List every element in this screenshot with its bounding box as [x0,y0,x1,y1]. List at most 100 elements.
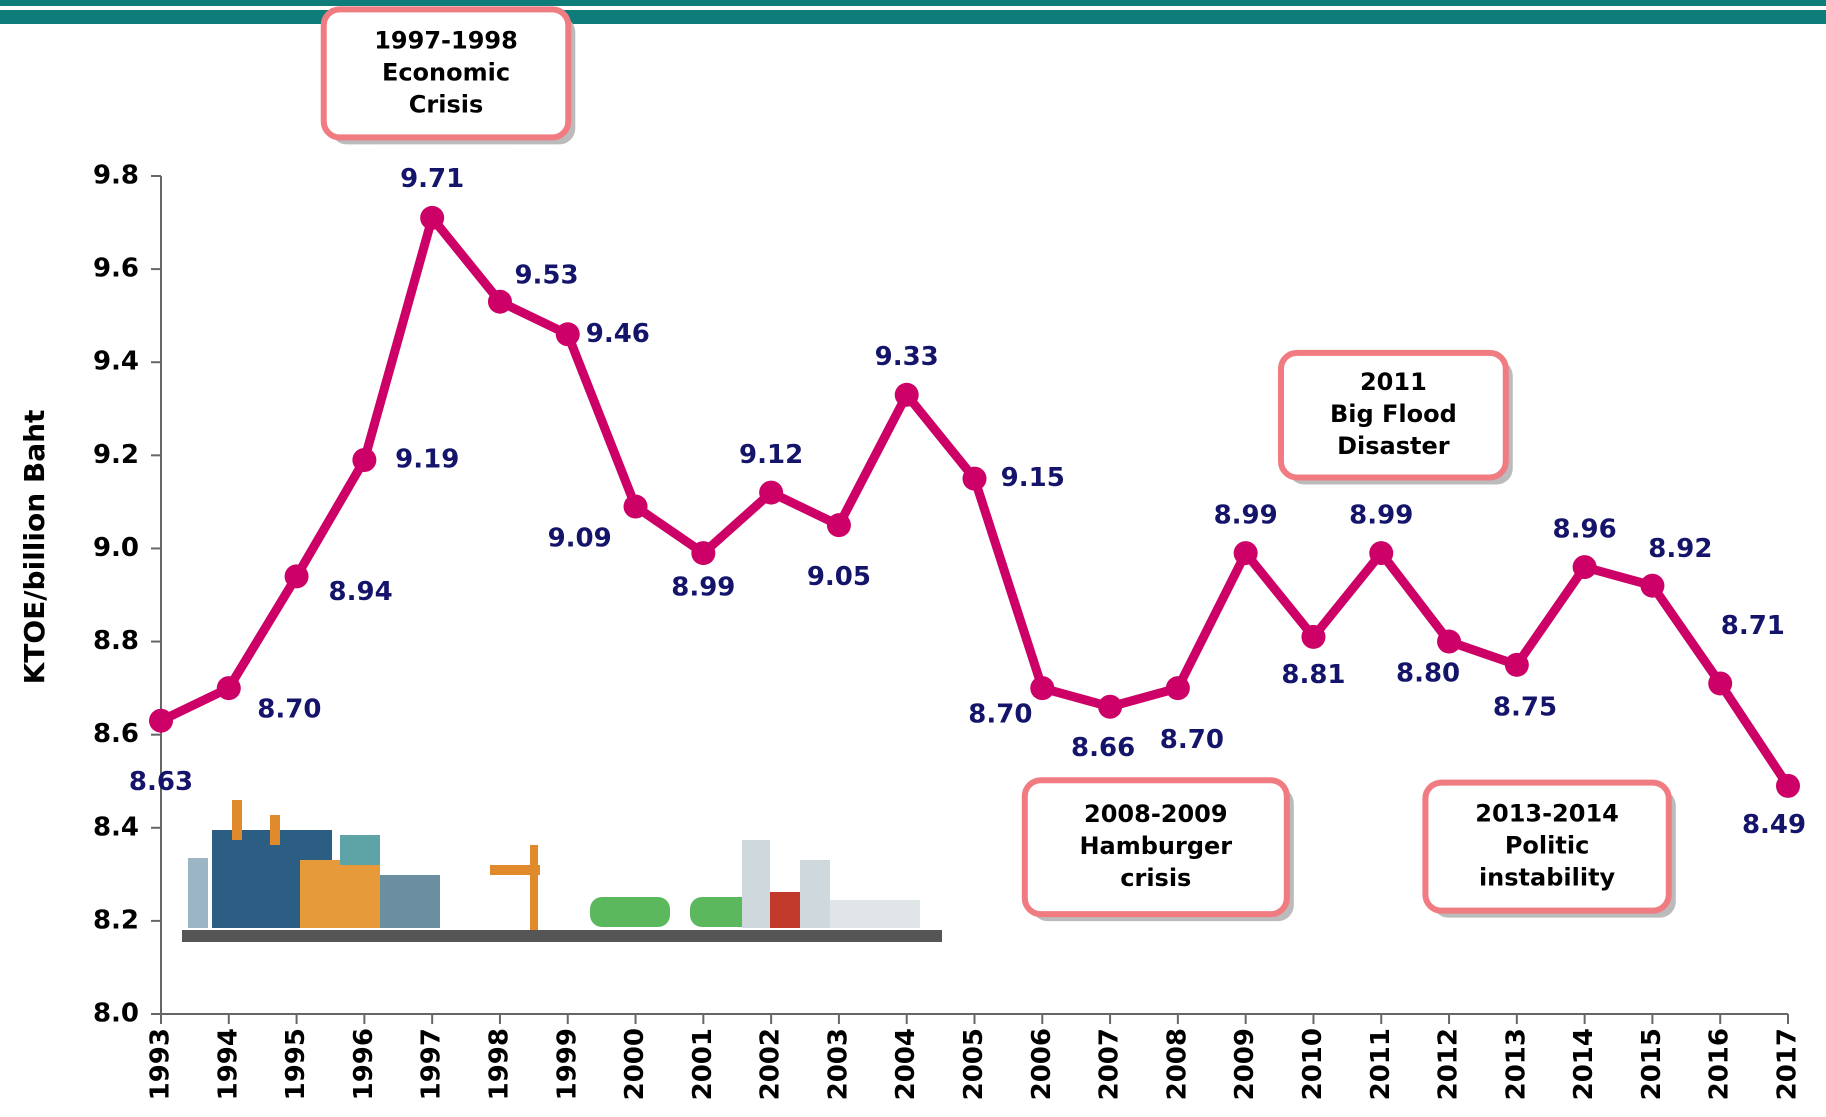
y-axis-label: KTOE/billion Baht [18,410,51,685]
data-label: 8.49 [1742,810,1806,840]
annotation-text: 2008-2009 [1084,800,1228,828]
annotation-text: instability [1479,864,1616,892]
x-tick-label: 2013 [1501,1028,1531,1100]
x-tick-label: 2003 [823,1028,853,1100]
data-label: 8.94 [329,577,393,607]
x-tick-label: 1999 [552,1028,582,1100]
top-band [0,0,1826,6]
y-tick-label: 8.0 [93,999,139,1029]
y-tick-label: 8.6 [93,719,139,749]
x-tick-label: 2000 [620,1028,650,1100]
point [1233,541,1258,566]
x-tick-label: 2014 [1569,1028,1599,1100]
y-tick-label: 9.8 [93,161,139,191]
y-tick-label: 9.4 [93,347,139,377]
data-label: 8.71 [1721,611,1785,641]
y-tick-label: 9.2 [93,440,139,470]
x-tick-label: 2004 [891,1028,921,1100]
data-label: 9.09 [548,524,612,554]
point [962,466,987,491]
y-tick-label: 9.0 [93,533,139,563]
point [623,494,648,519]
data-label: 8.75 [1493,692,1557,722]
annotation-text: Crisis [409,90,483,118]
y-tick-label: 9.6 [93,254,139,284]
annotation-box [1422,779,1672,914]
annotation-text: Big Flood [1330,400,1457,428]
annotation-box [320,6,572,141]
data-label: 9.71 [400,164,464,194]
top-band [0,10,1826,24]
data-label: 8.99 [1214,500,1278,530]
x-tick-label: 2002 [756,1028,786,1100]
data-label: 9.05 [807,562,871,592]
data-label: 8.70 [1160,725,1224,755]
annotation-text: 2011 [1360,368,1427,396]
illustration [182,800,942,942]
data-label: 9.46 [586,319,650,349]
point [1708,671,1733,696]
data-label: 9.33 [875,342,939,372]
annotation-text: Economic [382,58,510,86]
y-tick-label: 8.8 [93,626,139,656]
point [1165,676,1190,701]
x-tick-label: 2010 [1298,1028,1328,1100]
point [1572,555,1597,580]
data-label: 9.15 [1001,463,1065,493]
y-tick-label: 8.4 [93,812,139,842]
data-label: 9.53 [514,261,578,291]
x-tick-label: 2006 [1027,1028,1057,1100]
x-tick-label: 2001 [688,1028,718,1100]
point [487,289,512,314]
data-label: 8.63 [129,767,193,797]
point [894,382,919,407]
point [1504,652,1529,677]
data-label: 8.80 [1396,659,1460,689]
x-tick-label: 2007 [1095,1028,1125,1100]
point [284,564,309,589]
annotation-text: Politic [1505,832,1589,860]
point [352,447,377,472]
x-tick-label: 2016 [1705,1028,1735,1100]
x-tick-label: 1998 [484,1028,514,1100]
x-tick-label: 2009 [1230,1028,1260,1100]
data-label: 8.99 [1349,500,1413,530]
data-label: 8.70 [257,695,321,725]
x-tick-label: 1994 [213,1028,243,1100]
point [420,205,445,230]
y-tick-label: 8.2 [93,905,139,935]
point [149,708,173,733]
data-label: 8.70 [968,699,1032,729]
annotation-text: 2013-2014 [1475,800,1619,828]
point [1301,624,1326,649]
data-label: 8.81 [1281,660,1345,690]
point [555,322,580,347]
x-tick-label: 2015 [1637,1028,1667,1100]
x-tick-label: 2012 [1434,1028,1464,1100]
point [759,480,784,505]
data-label: 8.92 [1648,534,1712,564]
x-tick-label: 2005 [959,1028,989,1100]
data-label: 9.12 [739,440,803,470]
x-tick-label: 2017 [1773,1028,1803,1100]
data-label: 9.19 [395,444,459,474]
point [1640,573,1665,598]
point [1369,541,1394,566]
x-tick-label: 1993 [146,1028,176,1100]
x-tick-label: 1996 [349,1028,379,1100]
point [216,676,241,701]
annotation-text: Hamburger [1079,832,1232,860]
x-tick-label: 1997 [417,1028,447,1100]
annotation-box [1277,349,1509,481]
annotation-text: crisis [1120,864,1191,892]
point [1776,773,1800,798]
x-tick-label: 1995 [281,1028,311,1100]
point [826,513,851,538]
x-tick-label: 2008 [1162,1028,1192,1100]
data-label: 8.96 [1553,514,1617,544]
point [1437,629,1462,654]
annotation-text: 1997-1998 [374,26,518,54]
annotation-text: Disaster [1337,432,1450,460]
data-label: 8.99 [671,573,735,603]
